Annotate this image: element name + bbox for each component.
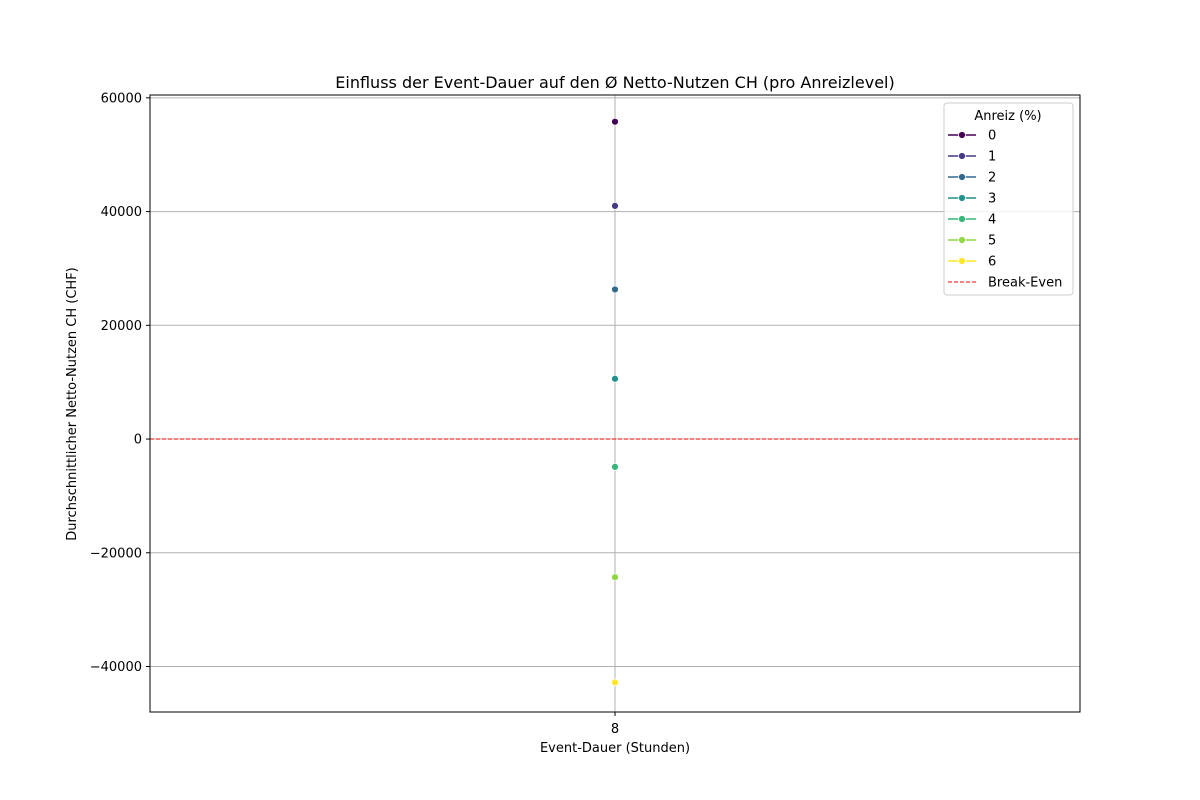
legend: Anreiz (%) 0 1 2 3 4 5 6 Break-Even — [943, 102, 1074, 296]
y-axis: 60000 40000 20000 0 −20000 −40000 — [90, 91, 150, 675]
legend-marker-anreiz-2 — [958, 173, 966, 181]
legend-label-anreiz-1: 1 — [988, 150, 996, 165]
legend-label-anreiz-5: 5 — [988, 234, 996, 249]
legend-label-anreiz-2: 2 — [988, 171, 996, 186]
y-tick-label: −40000 — [90, 660, 142, 675]
data-point-anreiz-6 — [611, 678, 619, 687]
grid — [150, 95, 1080, 712]
legend-marker-anreiz-3 — [958, 194, 966, 202]
data-point-anreiz-3 — [611, 374, 619, 383]
legend-marker-anreiz-0 — [958, 131, 966, 139]
x-axis: 8 — [611, 712, 619, 737]
legend-label-anreiz-6: 6 — [988, 255, 996, 270]
legend-label-break-even: Break-Even — [988, 276, 1062, 291]
legend-label-anreiz-3: 3 — [988, 192, 996, 207]
x-tick-label: 8 — [611, 722, 619, 737]
data-point-anreiz-5 — [611, 573, 619, 582]
legend-items: 0 1 2 3 4 5 6 Break-Even — [948, 129, 1062, 291]
chart-title: Einfluss der Event-Dauer auf den Ø Netto… — [335, 73, 894, 92]
data-points — [611, 117, 619, 687]
x-axis-label: Event-Dauer (Stunden) — [540, 741, 690, 756]
legend-marker-anreiz-5 — [958, 236, 966, 244]
y-tick-label: 0 — [134, 433, 142, 448]
legend-marker-anreiz-1 — [958, 152, 966, 160]
y-axis-label: Durchschnittlicher Netto-Nutzen CH (CHF) — [65, 267, 80, 541]
y-tick-label: 60000 — [101, 91, 142, 106]
data-point-anreiz-2 — [611, 285, 619, 294]
y-tick-label: 20000 — [101, 319, 142, 334]
data-point-anreiz-4 — [611, 463, 619, 471]
legend-label-anreiz-0: 0 — [988, 129, 996, 144]
legend-marker-anreiz-4 — [958, 215, 966, 223]
legend-label-anreiz-4: 4 — [988, 213, 996, 228]
legend-box — [943, 102, 1074, 296]
legend-title: Anreiz (%) — [974, 109, 1041, 124]
data-point-anreiz-0 — [611, 117, 619, 126]
data-point-anreiz-1 — [611, 201, 619, 210]
y-tick-label: 40000 — [101, 205, 142, 220]
y-tick-label: −20000 — [90, 546, 142, 561]
legend-marker-anreiz-6 — [958, 257, 966, 265]
